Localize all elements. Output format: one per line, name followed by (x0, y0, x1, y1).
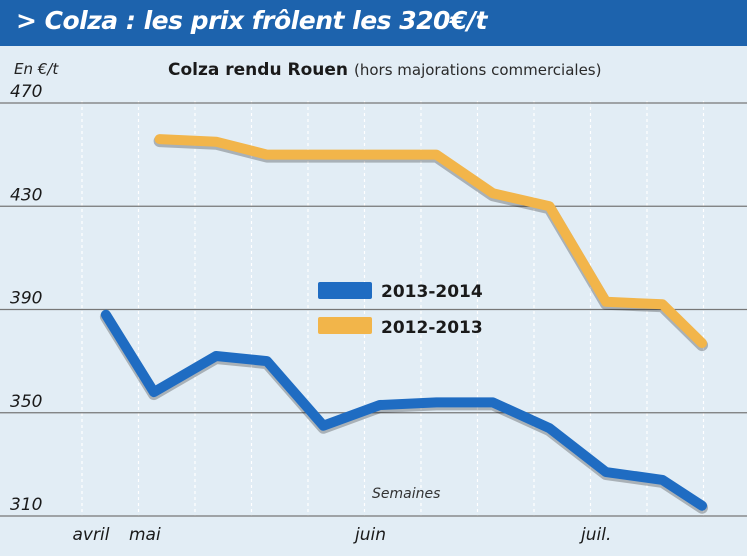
y-tick-label: 350 (10, 392, 42, 412)
header-band: > Colza : les prix frôlent les 320€/t (0, 0, 747, 46)
y-tick-label: 390 (10, 289, 42, 309)
header-title: > Colza : les prix frôlent les 320€/t (16, 6, 487, 35)
x-tick-label-juil: juil. (579, 525, 611, 545)
legend-swatch-2013-2014 (318, 282, 372, 299)
y-tick-label: 430 (10, 185, 42, 205)
legend-swatch-2012-2013 (318, 317, 372, 334)
series-line-2013-2014 (100, 309, 707, 511)
chart-title-main: Colza rendu Rouen (168, 60, 348, 80)
x-axis-title: Semaines (372, 486, 440, 502)
y-axis-unit: En €/t (14, 60, 59, 78)
chart-subtitle: (hors majorations commerciales) (354, 61, 602, 79)
legend: 2013-2014 2012-2013 (318, 282, 483, 338)
horizontal-grid (0, 102, 747, 517)
x-axis-ticks: avril mai juin juil. (73, 525, 612, 545)
x-tick-label-avril: avril (73, 525, 110, 545)
x-tick-label-juin: juin (353, 525, 386, 545)
legend-label-2012-2013: 2012-2013 (381, 318, 483, 338)
chart-title: Colza rendu Rouen (hors majorations comme… (168, 60, 601, 80)
x-tick-label-mai: mai (129, 525, 161, 545)
line-chart: 2013-2014 2012-2013 470 430 390 350 310 avri… (0, 46, 747, 556)
y-tick-label: 310 (10, 495, 42, 515)
y-axis-ticks: 470 430 390 350 310 (10, 82, 42, 515)
y-tick-label: 470 (10, 82, 42, 102)
legend-label-2013-2014: 2013-2014 (381, 282, 483, 302)
series-layer (99, 134, 708, 514)
